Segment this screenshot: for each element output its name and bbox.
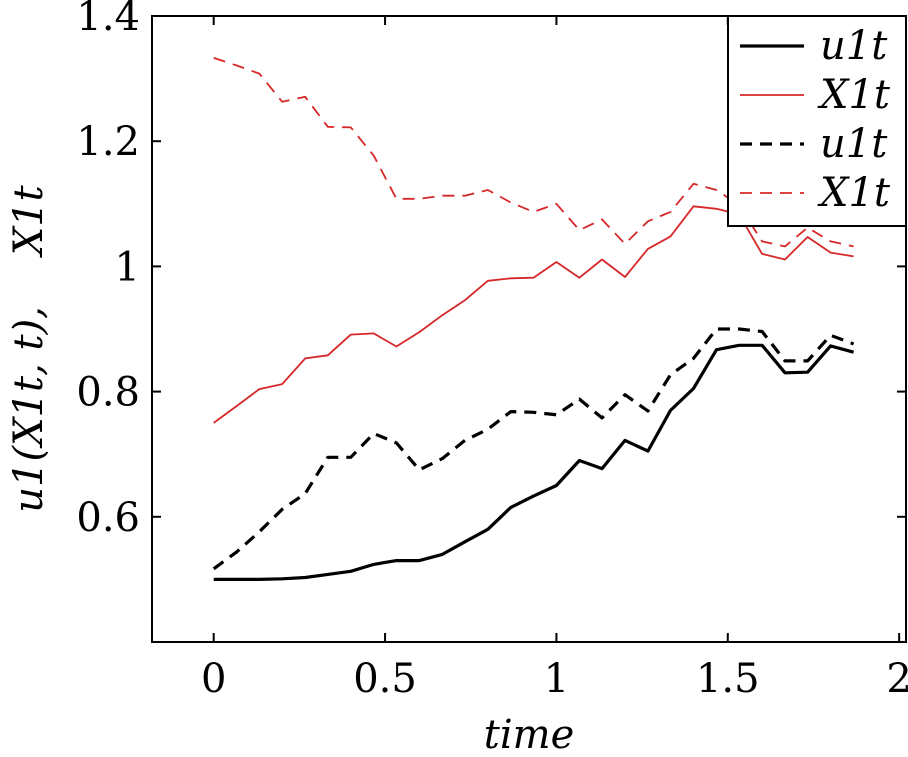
legend-label-3: u1t [820, 121, 888, 167]
series-line-3 [212, 327, 855, 571]
x-tick-label: 0.5 [353, 656, 417, 702]
ticks-layer: 0 0.5 1 1.5 2 0.6 0.8 1 1.2 1.4 [76, 0, 908, 702]
y-tick-label: 1 [115, 244, 140, 290]
x-tick-label: 0 [201, 656, 226, 702]
x-tick-label: 2 [886, 656, 908, 702]
y-tick-label: 0.8 [76, 370, 140, 416]
legend-box [727, 15, 907, 227]
x-tick-label: 1 [544, 656, 569, 702]
series-layer [212, 57, 855, 582]
y-axis-label-text: u1(X1t, t), X1t [6, 184, 52, 512]
legend-label-1: u1t [820, 23, 888, 69]
y-tick-label: 1.4 [76, 0, 140, 40]
series-line-2 [213, 205, 854, 424]
y-tick-label: 1.2 [76, 119, 140, 165]
plot-frame [151, 15, 907, 643]
series-line-1 [213, 343, 855, 582]
y-tick-label: 0.6 [76, 495, 140, 541]
x-axis-label: time [484, 712, 574, 752]
y-axis-label: u1(X1t, t), X1t [6, 184, 52, 512]
x-tick-label: 1.5 [696, 656, 760, 702]
legend-label-4: X1t [817, 170, 891, 216]
legend-label-2: X1t [817, 72, 891, 118]
